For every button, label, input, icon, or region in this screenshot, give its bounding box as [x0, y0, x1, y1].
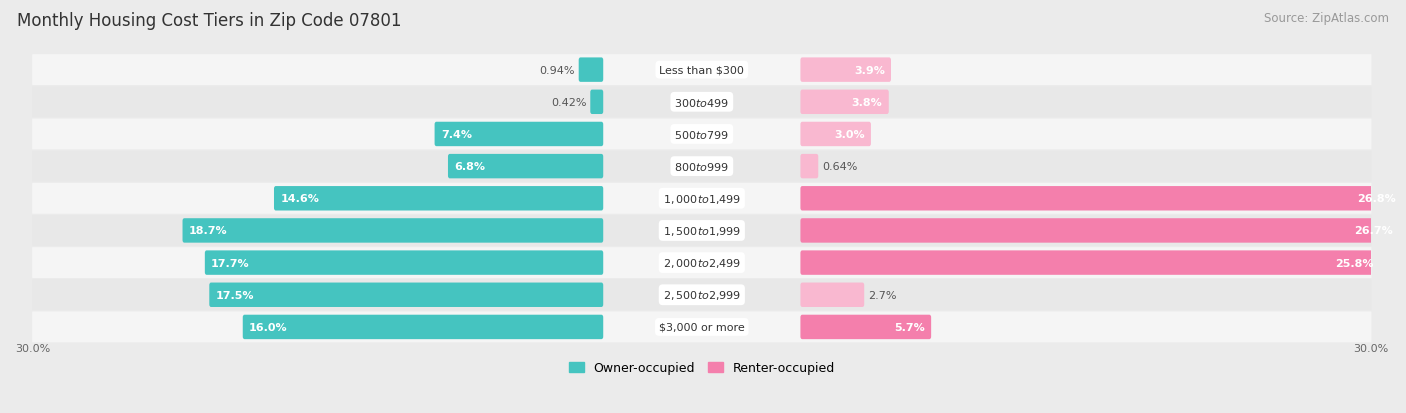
FancyBboxPatch shape [800, 251, 1379, 275]
FancyBboxPatch shape [32, 183, 1371, 214]
FancyBboxPatch shape [579, 58, 603, 83]
Text: 30.0%: 30.0% [1354, 343, 1389, 353]
Text: 6.8%: 6.8% [454, 162, 485, 172]
Text: $1,500 to $1,999: $1,500 to $1,999 [662, 224, 741, 237]
FancyBboxPatch shape [800, 187, 1402, 211]
Text: 25.8%: 25.8% [1334, 258, 1374, 268]
FancyBboxPatch shape [800, 154, 818, 179]
FancyBboxPatch shape [800, 283, 865, 307]
FancyBboxPatch shape [32, 87, 1371, 118]
FancyBboxPatch shape [800, 315, 931, 339]
Text: $3,000 or more: $3,000 or more [659, 322, 745, 332]
FancyBboxPatch shape [449, 154, 603, 179]
Text: $800 to $999: $800 to $999 [675, 161, 730, 173]
Text: 7.4%: 7.4% [441, 130, 472, 140]
FancyBboxPatch shape [434, 122, 603, 147]
Text: 16.0%: 16.0% [249, 322, 288, 332]
Text: 0.64%: 0.64% [823, 162, 858, 172]
Text: 17.7%: 17.7% [211, 258, 250, 268]
Text: Source: ZipAtlas.com: Source: ZipAtlas.com [1264, 12, 1389, 25]
FancyBboxPatch shape [32, 151, 1371, 182]
Text: 14.6%: 14.6% [280, 194, 319, 204]
FancyBboxPatch shape [209, 283, 603, 307]
FancyBboxPatch shape [32, 119, 1371, 150]
Text: 2.7%: 2.7% [868, 290, 897, 300]
Text: $300 to $499: $300 to $499 [675, 97, 730, 109]
Text: 18.7%: 18.7% [188, 226, 228, 236]
Text: 5.7%: 5.7% [894, 322, 925, 332]
Text: $500 to $799: $500 to $799 [675, 128, 730, 140]
Text: Monthly Housing Cost Tiers in Zip Code 07801: Monthly Housing Cost Tiers in Zip Code 0… [17, 12, 401, 30]
FancyBboxPatch shape [32, 216, 1371, 246]
Text: 3.0%: 3.0% [834, 130, 865, 140]
FancyBboxPatch shape [243, 315, 603, 339]
Text: 17.5%: 17.5% [215, 290, 254, 300]
FancyBboxPatch shape [32, 55, 1371, 86]
Legend: Owner-occupied, Renter-occupied: Owner-occupied, Renter-occupied [564, 356, 839, 380]
FancyBboxPatch shape [183, 219, 603, 243]
Text: $2,000 to $2,499: $2,000 to $2,499 [662, 256, 741, 269]
Text: Less than $300: Less than $300 [659, 66, 744, 76]
Text: 3.9%: 3.9% [853, 66, 884, 76]
Text: 3.8%: 3.8% [852, 97, 883, 107]
FancyBboxPatch shape [800, 122, 870, 147]
FancyBboxPatch shape [800, 58, 891, 83]
FancyBboxPatch shape [32, 280, 1371, 311]
FancyBboxPatch shape [205, 251, 603, 275]
FancyBboxPatch shape [274, 187, 603, 211]
Text: 26.7%: 26.7% [1354, 226, 1393, 236]
Text: 26.8%: 26.8% [1357, 194, 1396, 204]
FancyBboxPatch shape [32, 312, 1371, 342]
Text: $1,000 to $1,499: $1,000 to $1,499 [662, 192, 741, 205]
FancyBboxPatch shape [32, 247, 1371, 278]
Text: 30.0%: 30.0% [15, 343, 51, 353]
Text: $2,500 to $2,999: $2,500 to $2,999 [662, 289, 741, 301]
Text: 0.94%: 0.94% [540, 66, 575, 76]
FancyBboxPatch shape [800, 90, 889, 115]
FancyBboxPatch shape [800, 219, 1399, 243]
FancyBboxPatch shape [591, 90, 603, 115]
Text: 0.42%: 0.42% [551, 97, 586, 107]
